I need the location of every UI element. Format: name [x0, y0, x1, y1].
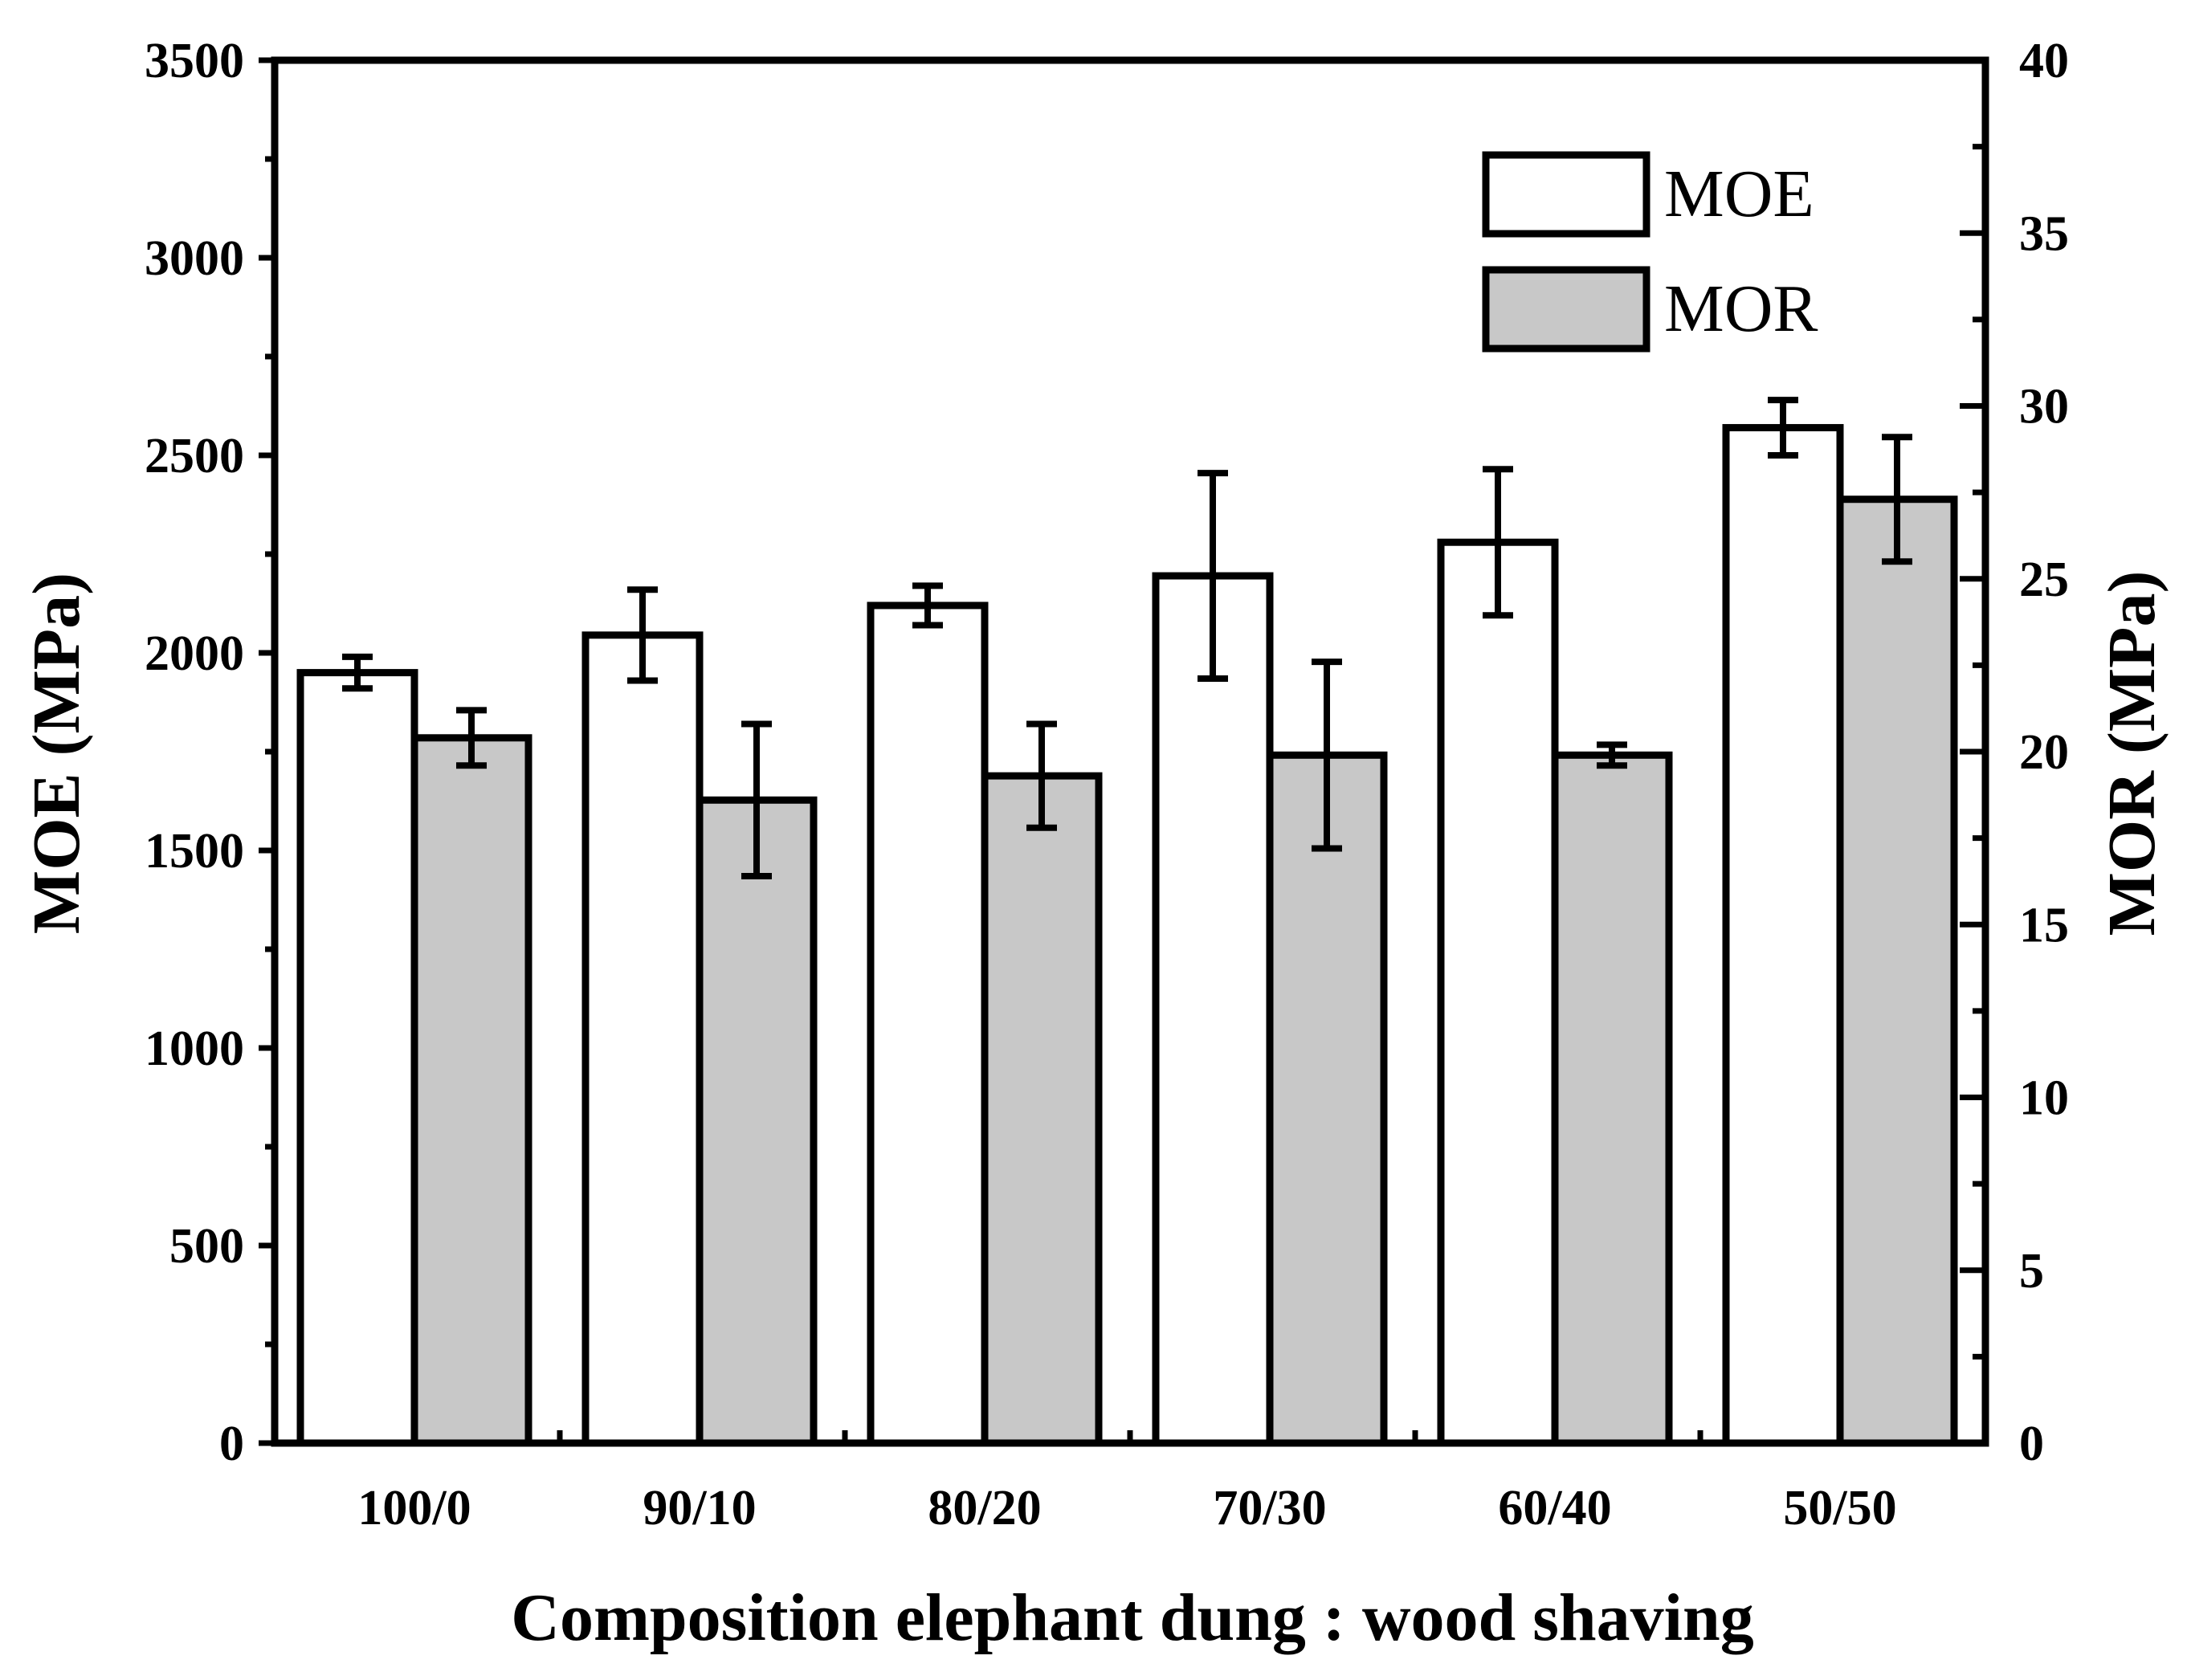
error-bar-mor-3 [1312, 659, 1342, 852]
error-bar-mor-1 [741, 720, 772, 879]
bar-mor-4 [1551, 751, 1673, 1447]
y-right-tick-label: 25 [2019, 553, 2069, 607]
y-right-tick-label: 35 [2019, 206, 2069, 261]
error-bar-moe-3 [1198, 470, 1228, 682]
x-axis-title: Composition elephant dung : wood shaving [511, 1580, 1753, 1655]
bar-mor-2 [981, 772, 1103, 1447]
bar-mor-5 [1836, 495, 1958, 1447]
legend-label-mor: MOR [1664, 271, 1818, 346]
legend-swatch-mor [1482, 266, 1650, 353]
bar-moe-0 [296, 669, 418, 1447]
y-right-tick-label: 5 [2019, 1244, 2044, 1299]
y-left-tick-label: 500 [169, 1219, 244, 1274]
x-tick-label: 80/20 [928, 1481, 1041, 1535]
bar-mor-1 [696, 796, 818, 1447]
y-axis-right-title: MOR (MPa) [2095, 571, 2169, 936]
error-bar-mor-2 [1026, 720, 1057, 831]
y-left-tick-label: 3500 [145, 34, 244, 88]
error-bar-mor-5 [1882, 434, 1912, 565]
x-tick-label: 60/40 [1498, 1481, 1611, 1535]
error-bar-mor-4 [1597, 741, 1627, 769]
bars-layer [296, 397, 1958, 1447]
y-right-tick-label: 0 [2019, 1417, 2044, 1471]
error-bar-moe-0 [342, 653, 373, 692]
legend: MOE MOR [1482, 151, 1818, 353]
y-left-tick-label: 1000 [145, 1021, 244, 1076]
y-right-tick-label: 40 [2019, 34, 2069, 88]
error-bar-moe-2 [912, 582, 943, 629]
axes-layer: 0 500 1000 1500 2000 2500 3000 3500 0 5 10 15 20 25 30… [145, 34, 2069, 1535]
y-left-tick-label: 3000 [145, 231, 244, 286]
y-left-tick-label: 0 [219, 1417, 244, 1471]
bar-moe-4 [1437, 538, 1559, 1447]
bar-mor-0 [410, 734, 532, 1447]
legend-label-moe: MOE [1664, 157, 1814, 231]
x-tick-label: 100/0 [357, 1481, 471, 1535]
bar-mor-3 [1266, 751, 1388, 1447]
error-bar-moe-5 [1768, 397, 1798, 459]
x-tick-label: 50/50 [1783, 1481, 1896, 1535]
bar-moe-5 [1722, 424, 1844, 1447]
bar-moe-2 [867, 601, 989, 1447]
error-bar-mor-0 [456, 707, 487, 769]
y-right-tick-label: 30 [2019, 380, 2069, 434]
y-right-tick-label: 10 [2019, 1071, 2069, 1126]
y-axis-left-title: MOE (MPa) [19, 573, 94, 934]
y-right-tick-label: 20 [2019, 725, 2069, 780]
x-tick-label: 70/30 [1213, 1481, 1326, 1535]
y-left-tick-label: 2000 [145, 626, 244, 681]
y-left-tick-label: 1500 [145, 824, 244, 879]
legend-swatch-moe [1482, 151, 1650, 238]
error-bar-moe-1 [627, 586, 658, 684]
error-bar-moe-4 [1483, 466, 1513, 619]
bar-moe-3 [1152, 572, 1274, 1447]
x-tick-label: 90/10 [643, 1481, 756, 1535]
y-left-tick-label: 2500 [145, 429, 244, 483]
bar-moe-1 [581, 631, 704, 1447]
y-right-tick-label: 15 [2019, 898, 2069, 952]
